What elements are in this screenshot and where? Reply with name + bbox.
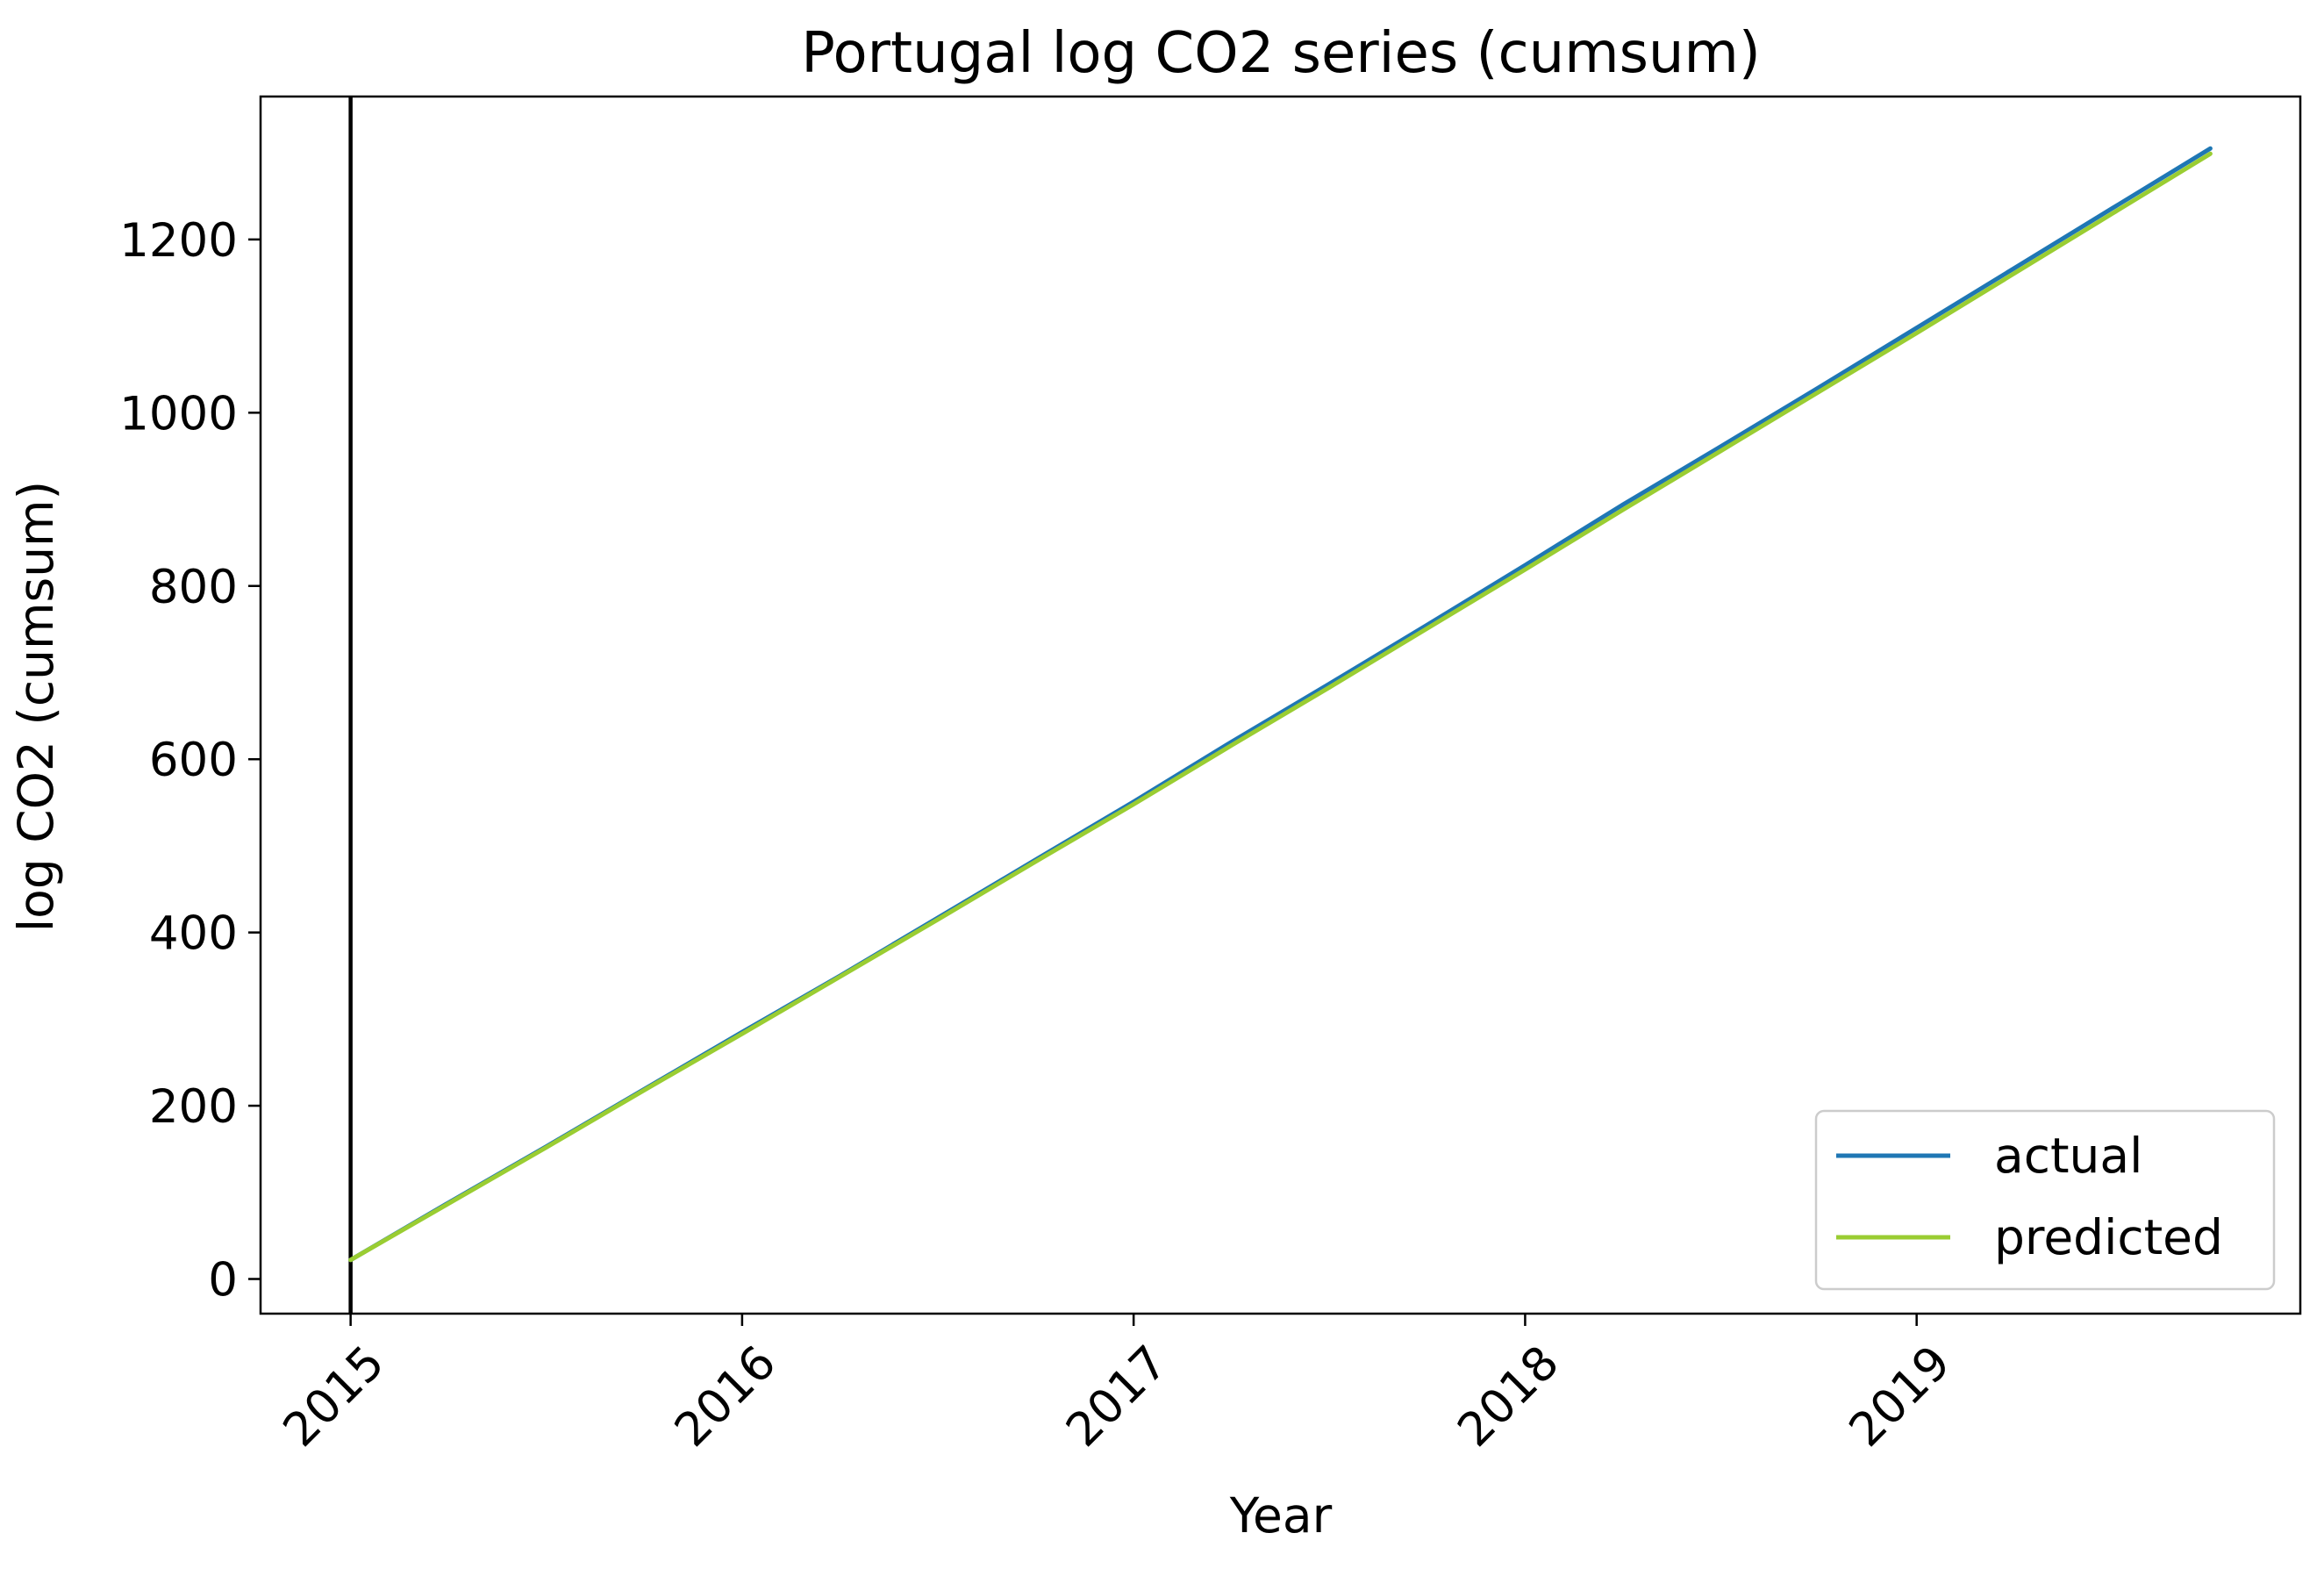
- x-tick-label: 2018: [1448, 1336, 1570, 1458]
- y-tick-label: 0: [208, 1254, 238, 1308]
- x-tick-label: 2015: [273, 1336, 395, 1458]
- plot-area: [348, 97, 2213, 1314]
- chart-title: Portugal log CO2 series (cumsum): [801, 21, 1761, 86]
- x-axis-label: Year: [1229, 1487, 1333, 1544]
- y-tick-label: 1000: [119, 387, 238, 441]
- legend-label-actual: actual: [1994, 1128, 2142, 1184]
- y-tick-label: 400: [149, 907, 238, 961]
- series-line-predicted: [348, 151, 2213, 1263]
- legend-label-predicted: predicted: [1994, 1209, 2223, 1265]
- x-tick-label: 2019: [1840, 1336, 1962, 1458]
- y-tick-label: 200: [149, 1080, 238, 1134]
- y-tick-label: 600: [149, 734, 238, 787]
- plot-frame: [259, 95, 2302, 1315]
- legend: actual predicted: [1814, 1109, 2276, 1291]
- y-axis-label: log CO2 (cumsum): [8, 481, 64, 932]
- y-tick-label: 1200: [119, 214, 238, 268]
- x-tick-label: 2017: [1056, 1336, 1178, 1458]
- x-tick-label: 2016: [665, 1336, 787, 1458]
- y-tick-label: 800: [149, 561, 238, 614]
- series-line-actual: [348, 146, 2213, 1263]
